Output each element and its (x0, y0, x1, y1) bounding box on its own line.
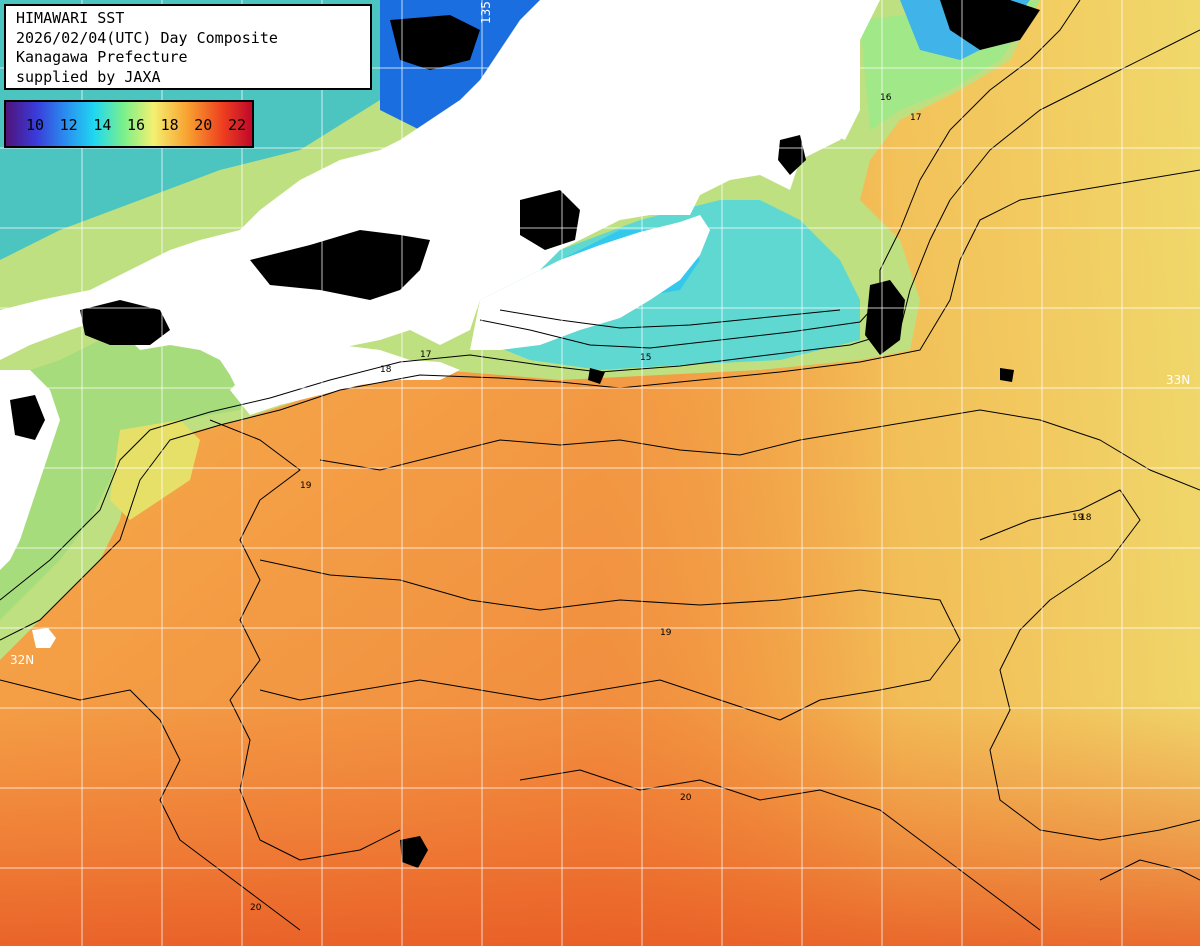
contour-label-15a: 15 (640, 353, 651, 363)
lat-label-right-33n: 33N (1166, 373, 1190, 387)
land-kii (470, 215, 710, 350)
cloud-patch-5 (940, 0, 1040, 50)
legend-label-12: 12 (59, 116, 78, 134)
contour-label-19c: 19 (1072, 513, 1084, 523)
contour-label-20a: 20 (680, 793, 692, 803)
contour-20-b (0, 679, 301, 931)
cloud-patch-7 (10, 395, 45, 440)
land-izu (810, 60, 860, 140)
sst-color-legend: 10 12 14 16 18 20 22 (4, 100, 254, 148)
contour-19-c (979, 489, 1200, 841)
legend-label-20: 20 (194, 116, 213, 134)
cloud-patch-9 (1000, 368, 1014, 382)
contour-19-d (259, 559, 961, 721)
contour-label-20b: 20 (250, 903, 262, 913)
product-title: HIMAWARI SST (16, 9, 125, 27)
contour-18 (0, 169, 1200, 641)
cloud-patch-1 (80, 300, 170, 345)
cloud-patch-10 (400, 836, 428, 868)
contour-17 (0, 29, 1200, 601)
contour-20-a (519, 769, 1041, 931)
cloud-patch-4 (865, 280, 905, 355)
legend-label-10: 10 (26, 116, 45, 134)
legend-labels: 10 12 14 16 18 20 22 (26, 116, 246, 134)
legend-label-22: 22 (227, 116, 246, 134)
contour-label-17b: 17 (910, 113, 921, 123)
contour-15 (499, 309, 841, 329)
land-honshu-north (0, 0, 880, 395)
contour-label-17a: 17 (420, 350, 431, 360)
contour-19-a (209, 419, 401, 861)
region-name: Kanagawa Prefecture (16, 48, 188, 66)
legend-label-18: 18 (160, 116, 179, 134)
cloud-patch-2 (250, 230, 430, 300)
land-awaji (470, 150, 500, 190)
lat-label-left-32n: 32N (10, 653, 34, 667)
contour-20-c (1099, 859, 1200, 881)
cloud-patch-3 (520, 190, 580, 250)
contour-label-16a: 16 (880, 93, 892, 103)
legend-label-16: 16 (126, 116, 146, 134)
sea-south-warm (0, 700, 1200, 946)
contour-label-19b: 19 (660, 628, 672, 638)
legend-label-14: 14 (93, 116, 112, 134)
contour-19-b (319, 409, 1200, 491)
contour-16 (479, 0, 1081, 349)
lon-label-top-135e: 135E (479, 0, 493, 24)
land-small-island (32, 628, 56, 648)
west-yellow-coast (110, 420, 200, 520)
contour-label-19a: 19 (300, 481, 312, 491)
map-info-box: HIMAWARI SST 2026/02/04(UTC) Day Composi… (4, 4, 372, 90)
composite-date: 2026/02/04(UTC) Day Composite (16, 28, 278, 47)
cloud-patch-6 (390, 15, 480, 70)
contour-label-18a: 18 (380, 365, 392, 375)
contour-label-18b: 18 (1080, 513, 1092, 523)
lat-label-left-33n: 33N (10, 373, 34, 387)
data-credit: supplied by JAXA (16, 67, 161, 86)
cloud-patch-11 (778, 135, 806, 175)
